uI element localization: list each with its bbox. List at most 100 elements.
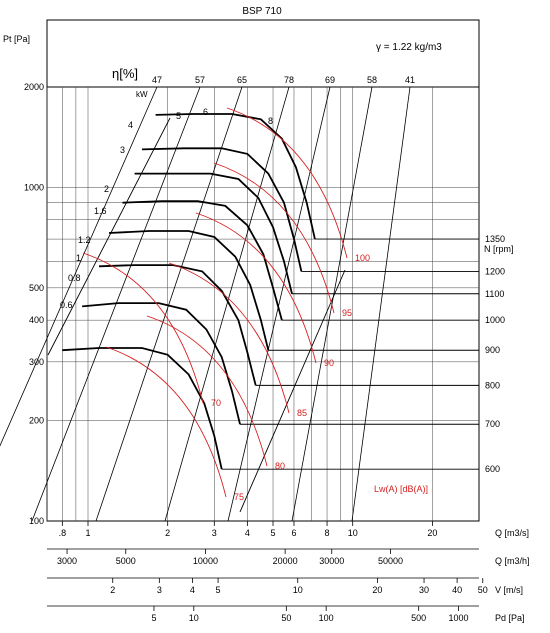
x-tick-label: 30000: [319, 556, 344, 566]
x-tick-label: 5000: [116, 556, 136, 566]
x-tick-label: 50: [478, 585, 488, 595]
noise-curve: [213, 162, 335, 314]
rpm-label: 1100: [485, 289, 504, 299]
efficiency-tick-label: 65: [237, 75, 247, 85]
noise-curve: [146, 315, 268, 467]
curve-boundary: [47, 117, 171, 356]
fan-curve-1100: [134, 172, 293, 295]
noise-curve: [195, 212, 317, 364]
title-box: [46, 19, 480, 88]
power-label: 1.6: [94, 206, 107, 216]
x-tick-label: 10000: [193, 556, 218, 566]
noise-label: 80: [275, 461, 285, 471]
efficiency-tick-label: 41: [405, 75, 415, 85]
chart-title: BSP 710: [242, 6, 282, 17]
rpm-label: 1000: [485, 315, 505, 325]
x-axis-name: Q [m3/s]: [495, 528, 529, 538]
speed-axis-label: N [rpm]: [484, 244, 514, 254]
power-label: 1: [76, 253, 81, 263]
power-label: 6: [203, 107, 208, 117]
power-label: 0.8: [68, 273, 81, 283]
y-tick-label: 100: [29, 516, 44, 526]
y-tick-label: 400: [29, 315, 44, 325]
noise-label: 100: [355, 253, 370, 263]
x-tick-label: 4: [245, 528, 250, 538]
x-tick-label: 3000: [57, 556, 77, 566]
x-axes: [47, 521, 484, 611]
x-axis-name: Q [m3/h]: [495, 556, 530, 566]
power-label: 8: [268, 116, 273, 126]
x-tick-label: 5: [271, 528, 276, 538]
y-axis-label: Pt [Pa]: [3, 34, 30, 44]
fan-curve-800: [98, 264, 257, 386]
fan-curves: [62, 113, 479, 470]
fan-curve-600: [62, 347, 223, 470]
x-tick-label: 5: [216, 585, 221, 595]
efficiency-ray: [0, 86, 158, 447]
power-label: 4: [128, 120, 133, 130]
y-tick-label: 200: [29, 416, 44, 426]
x-tick-label: 50: [281, 613, 291, 623]
noise-label: 70: [211, 398, 221, 408]
noise-curve: [82, 252, 204, 404]
efficiency-tick-label: 58: [367, 75, 377, 85]
power-label: 3: [120, 145, 125, 155]
fan-curve-1000: [122, 200, 283, 321]
noise-unit-label: Lw(A) [dB(A)]: [374, 484, 428, 494]
x-tick-label: 3: [157, 585, 162, 595]
x-tick-label: 10: [348, 528, 358, 538]
rpm-label: 1200: [485, 266, 505, 276]
x-tick-label: 5: [151, 613, 156, 623]
efficiency-ray: [95, 86, 243, 522]
x-tick-label: 8: [325, 528, 330, 538]
noise-label: 90: [324, 358, 334, 368]
x-tick-label: 500: [411, 613, 426, 623]
fan-curve-900: [108, 230, 270, 351]
power-label: 5: [176, 111, 181, 121]
rpm-label: 900: [485, 345, 500, 355]
efficiency-tick-label: 69: [325, 75, 335, 85]
power-label: 0.6: [60, 300, 73, 310]
x-tick-label: 2: [165, 528, 170, 538]
x-tick-label: 50000: [378, 556, 403, 566]
power-label: 2: [104, 184, 109, 194]
y-tick-label: 1000: [24, 182, 44, 192]
efficiency-label: η[%]: [112, 66, 138, 81]
efficiency-ray: [227, 86, 331, 522]
noise-curve: [105, 346, 227, 498]
y-tick-label: 2000: [24, 82, 44, 92]
x-tick-label: 1000: [448, 613, 468, 623]
noise-curve: [168, 262, 290, 414]
efficiency-tick-label: 47: [152, 75, 162, 85]
fan-curve-1200: [141, 147, 303, 272]
y-tick-label: 500: [29, 283, 44, 293]
x-tick-label: 6: [291, 528, 296, 538]
x-tick-label: .8: [59, 528, 67, 538]
x-axis-name: Pd [Pa]: [495, 613, 525, 623]
efficiency-tick-label: 78: [284, 75, 294, 85]
curve-boundary: [239, 269, 346, 513]
noise-label: 75: [234, 492, 244, 502]
plot-grid: [46, 87, 479, 521]
x-tick-label: 3: [212, 528, 217, 538]
rpm-label: 800: [485, 380, 500, 390]
x-tick-label: 20000: [273, 556, 298, 566]
noise-curve: [226, 107, 348, 259]
rpm-label: 600: [485, 464, 500, 474]
efficiency-ray: [164, 86, 290, 522]
x-tick-label: 10: [189, 613, 199, 623]
fan-curve-1350: [155, 113, 316, 240]
x-tick-label: 4: [190, 585, 195, 595]
power-unit-label: kW: [136, 90, 148, 99]
x-tick-label: 1: [85, 528, 90, 538]
y-tick-label: 300: [29, 357, 44, 367]
rpm-label: 1350: [485, 234, 505, 244]
efficiency-ray: [351, 86, 411, 522]
efficiency-tick-label: 57: [195, 75, 205, 85]
x-tick-label: 10: [293, 585, 303, 595]
x-tick-label: 100: [319, 613, 334, 623]
noise-label: 95: [342, 308, 352, 318]
x-tick-label: 2: [110, 585, 115, 595]
